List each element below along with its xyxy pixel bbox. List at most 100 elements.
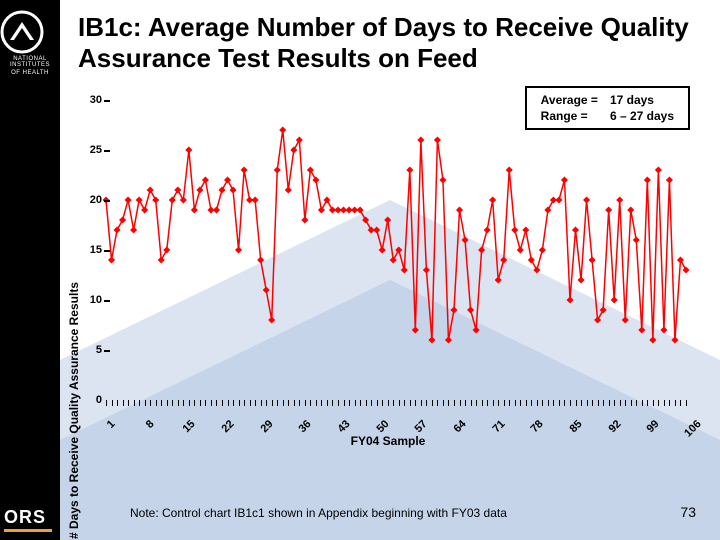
x-tick-mark bbox=[675, 400, 676, 406]
x-tick-mark bbox=[460, 400, 461, 406]
x-tick-mark bbox=[216, 400, 217, 406]
page-title: IB1c: Average Number of Days to Receive … bbox=[78, 12, 700, 74]
x-tick-mark bbox=[266, 400, 267, 406]
x-tick-mark bbox=[233, 400, 234, 406]
ors-text: ORS bbox=[4, 507, 46, 527]
x-tick-mark bbox=[432, 400, 433, 406]
x-tick-mark bbox=[228, 400, 229, 406]
x-tick-label: 57 bbox=[413, 418, 430, 435]
x-tick-label: 29 bbox=[258, 418, 275, 435]
x-tick-label: 36 bbox=[297, 418, 314, 435]
x-tick-mark bbox=[299, 400, 300, 406]
line-series bbox=[106, 100, 686, 400]
x-tick-label: 50 bbox=[374, 418, 391, 435]
x-tick-mark bbox=[388, 400, 389, 406]
x-tick-label: 92 bbox=[606, 418, 623, 435]
nih-logo: NATIONAL INSTITUTES OF HEALTH bbox=[0, 10, 60, 76]
x-tick-mark bbox=[310, 400, 311, 406]
x-tick-mark bbox=[366, 400, 367, 406]
x-tick-mark bbox=[598, 400, 599, 406]
x-tick-mark bbox=[426, 400, 427, 406]
x-tick-mark bbox=[553, 400, 554, 406]
x-tick-mark bbox=[161, 400, 162, 406]
x-tick-mark bbox=[410, 400, 411, 406]
ors-underline bbox=[4, 529, 52, 532]
x-tick-mark bbox=[338, 400, 339, 406]
x-tick-mark bbox=[653, 400, 654, 406]
x-tick-mark bbox=[664, 400, 665, 406]
x-tick-mark bbox=[305, 400, 306, 406]
x-tick-mark bbox=[167, 400, 168, 406]
nih-text-bottom: OF HEALTH bbox=[0, 70, 60, 76]
x-tick-mark bbox=[559, 400, 560, 406]
x-tick-mark bbox=[205, 400, 206, 406]
stats-box: Average =17 daysRange =6 – 27 days bbox=[525, 86, 690, 130]
x-tick-mark bbox=[145, 400, 146, 406]
x-tick-mark bbox=[526, 400, 527, 406]
x-tick-mark bbox=[371, 400, 372, 406]
x-tick-mark bbox=[504, 400, 505, 406]
x-tick-mark bbox=[570, 400, 571, 406]
x-tick-mark bbox=[134, 400, 135, 406]
x-tick-mark bbox=[636, 400, 637, 406]
x-tick-mark bbox=[415, 400, 416, 406]
x-tick-mark bbox=[399, 400, 400, 406]
x-tick-mark bbox=[344, 400, 345, 406]
x-tick-mark bbox=[631, 400, 632, 406]
x-tick-mark bbox=[183, 400, 184, 406]
x-tick-mark bbox=[211, 400, 212, 406]
x-tick-mark bbox=[117, 400, 118, 406]
x-tick-mark bbox=[487, 400, 488, 406]
x-tick-mark bbox=[564, 400, 565, 406]
y-tick: 20 bbox=[78, 194, 102, 206]
x-tick-label: 43 bbox=[335, 418, 352, 435]
x-tick-mark bbox=[277, 400, 278, 406]
x-tick-mark bbox=[576, 400, 577, 406]
x-tick-label: 78 bbox=[529, 418, 546, 435]
x-tick-mark bbox=[587, 400, 588, 406]
plot-area: 0510152025301815222936435057647178859299… bbox=[106, 100, 686, 400]
x-tick-label: 15 bbox=[181, 418, 198, 435]
nih-text-top: NATIONAL INSTITUTES bbox=[0, 56, 60, 68]
x-tick-mark bbox=[272, 400, 273, 406]
y-tick: 0 bbox=[78, 394, 102, 406]
x-tick-mark bbox=[647, 400, 648, 406]
x-tick-mark bbox=[443, 400, 444, 406]
x-tick-mark bbox=[548, 400, 549, 406]
x-tick-mark bbox=[520, 400, 521, 406]
x-tick-mark bbox=[156, 400, 157, 406]
x-tick-mark bbox=[537, 400, 538, 406]
x-tick-label: 71 bbox=[490, 418, 507, 435]
x-axis-label: FY04 Sample bbox=[78, 434, 698, 448]
x-tick-mark bbox=[509, 400, 510, 406]
footnote: Note: Control chart IB1c1 shown in Appen… bbox=[130, 506, 507, 520]
y-tick: 25 bbox=[78, 144, 102, 156]
x-tick-mark bbox=[404, 400, 405, 406]
x-tick-label: 8 bbox=[143, 418, 156, 431]
x-tick-mark bbox=[448, 400, 449, 406]
x-tick-mark bbox=[642, 400, 643, 406]
x-tick-mark bbox=[327, 400, 328, 406]
x-tick-mark bbox=[200, 400, 201, 406]
x-tick-mark bbox=[377, 400, 378, 406]
logo-strip: NATIONAL INSTITUTES OF HEALTH ORS bbox=[0, 0, 60, 540]
slide: NATIONAL INSTITUTES OF HEALTH ORS IB1c: … bbox=[0, 0, 720, 540]
x-tick-mark bbox=[382, 400, 383, 406]
x-tick-mark bbox=[437, 400, 438, 406]
x-tick-mark bbox=[139, 400, 140, 406]
x-tick-mark bbox=[680, 400, 681, 406]
y-tick: 10 bbox=[78, 294, 102, 306]
x-tick-mark bbox=[493, 400, 494, 406]
x-tick-label: 1 bbox=[105, 418, 118, 431]
x-tick-mark bbox=[355, 400, 356, 406]
x-tick-mark bbox=[250, 400, 251, 406]
x-tick-mark bbox=[112, 400, 113, 406]
x-tick-mark bbox=[194, 400, 195, 406]
x-tick-mark bbox=[669, 400, 670, 406]
x-tick-mark bbox=[123, 400, 124, 406]
stats-row: Average =17 days bbox=[535, 92, 680, 108]
x-tick-mark bbox=[244, 400, 245, 406]
x-tick-mark bbox=[498, 400, 499, 406]
stats-row: Range =6 – 27 days bbox=[535, 108, 680, 124]
x-tick-mark bbox=[471, 400, 472, 406]
